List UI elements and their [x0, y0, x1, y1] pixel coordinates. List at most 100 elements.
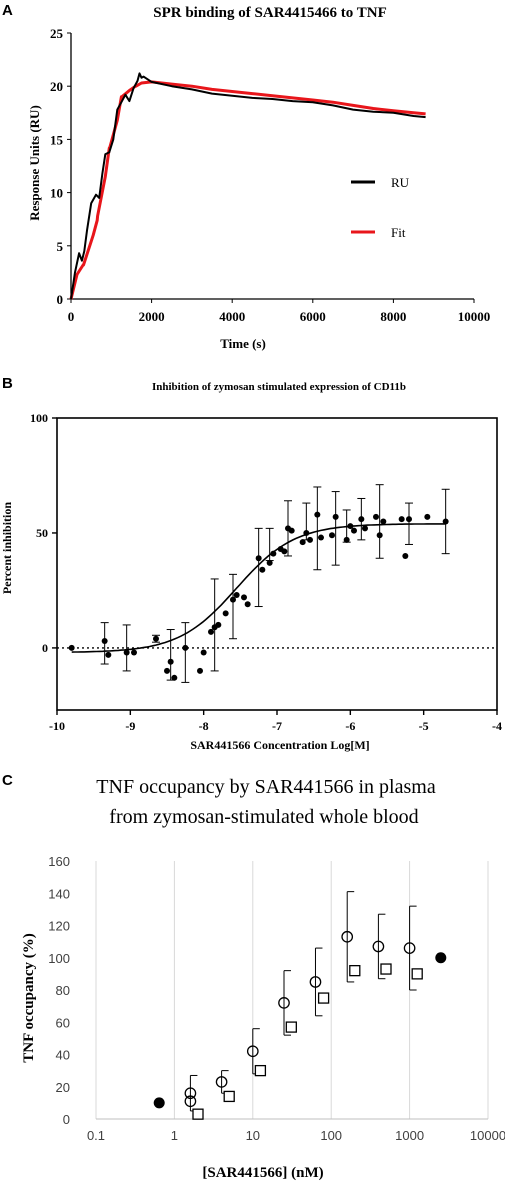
y-tick-label: 20: [50, 79, 63, 94]
x-tick-label: -4: [492, 719, 502, 733]
y-tick-label: 25: [50, 26, 64, 41]
chart-b-xlabel: SAR441566 Concentration Log[M]: [190, 738, 369, 752]
y-tick-label: 140: [48, 886, 70, 901]
data-point: [182, 644, 189, 651]
chart-a-xlabel: Time (s): [220, 336, 266, 351]
data-point: [244, 601, 251, 608]
circle-marker: [309, 976, 322, 988]
circle-marker: [278, 997, 290, 1009]
x-tick-label: 10: [246, 1128, 260, 1143]
data-point: [153, 635, 159, 642]
data-point: [358, 516, 365, 523]
x-tick-label: -9: [125, 719, 135, 733]
panel-letter-c: C: [2, 772, 13, 789]
y-tick-label: 15: [50, 132, 64, 147]
y-tick-label: 0: [57, 292, 64, 307]
data-point: [233, 592, 240, 599]
data-point: [318, 534, 324, 541]
x-tick-label: 4000: [219, 309, 245, 324]
x-tick-label: 0: [68, 309, 75, 324]
panel-c: C TNF occupancy by SAR441566 in plasma f…: [2, 772, 505, 1181]
data-point: [299, 539, 306, 546]
data-point: [255, 555, 262, 562]
y-tick-label: 20: [56, 1080, 70, 1095]
data-point: [303, 529, 310, 536]
chart-c-title-line1: TNF occupancy by SAR441566 in plasma: [96, 776, 436, 798]
chart-a-ticks: 0 2000 4000 6000 8000 10000 0 5 10 15 20 25: [50, 26, 490, 324]
data-point: [164, 667, 170, 674]
data-point: [200, 649, 207, 656]
data-point: [208, 628, 214, 635]
chart-a-legend: RU Fit: [351, 175, 410, 240]
data-point: [230, 596, 236, 603]
data-point: [398, 516, 405, 523]
data-point: [362, 525, 368, 532]
data-point: [259, 566, 266, 573]
panel-letter-b: B: [2, 375, 13, 392]
circle-marker: [372, 940, 385, 953]
chart-c-ylabel: TNF occupancy (%): [21, 933, 37, 1062]
legend-label-fit: Fit: [391, 225, 406, 240]
data-point: [307, 536, 313, 543]
x-tick-label: 10000: [470, 1128, 505, 1143]
x-tick-label: -7: [272, 719, 282, 733]
data-point: [68, 644, 75, 651]
chart-b-ylabel: Percent inhibition: [0, 502, 14, 594]
panel-b: B Inhibition of zymosan stimulated expre…: [0, 375, 502, 752]
data-point: [281, 548, 288, 555]
data-point: [373, 513, 379, 520]
chart-b-title: Inhibition of zymosan stimulated express…: [152, 381, 406, 393]
x-tick-label: -6: [345, 719, 355, 733]
square-marker: [192, 1108, 204, 1120]
data-point: [351, 527, 357, 534]
circle-marker: [184, 1087, 197, 1100]
x-tick-label: 2000: [139, 309, 165, 324]
data-point: [270, 550, 277, 557]
data-point: [171, 674, 178, 681]
circle-marker: [341, 930, 354, 943]
circle-marker: [246, 1045, 259, 1058]
y-tick-label: 80: [56, 983, 70, 998]
data-point: [241, 594, 247, 601]
circle-marker: [215, 1076, 228, 1088]
chart-b-frame: [56, 417, 498, 711]
circle-marker: [403, 942, 416, 954]
data-point: [131, 649, 137, 656]
filled-circle-marker: [435, 952, 447, 964]
x-tick-label: 0.1: [87, 1128, 105, 1143]
square-marker: [380, 963, 392, 975]
data-point: [442, 518, 449, 525]
x-tick-label: 1000: [395, 1128, 424, 1143]
fit-curve: [71, 523, 446, 653]
circle-marker: [184, 1095, 197, 1108]
data-point: [406, 516, 412, 523]
y-tick-label: 60: [56, 1015, 70, 1030]
panel-a: A SPR binding of SAR4415466 to TNF Time …: [2, 2, 490, 351]
filled-circle-marker: [153, 1097, 165, 1109]
square-marker: [285, 1021, 297, 1033]
y-tick-label: 100: [30, 411, 48, 425]
chart-c-xlabel: [SAR441566] (nM): [202, 1165, 323, 1181]
y-tick-label: 0: [42, 641, 48, 655]
data-point: [376, 532, 383, 539]
chart-c-series: [153, 891, 447, 1120]
chart-a-ylabel: Response Units (RU): [27, 105, 42, 221]
data-point: [343, 536, 350, 543]
y-tick-label: 5: [57, 239, 64, 254]
fit-line: [69, 80, 426, 300]
data-point: [123, 649, 130, 656]
chart-b-series: [57, 484, 497, 683]
square-marker: [223, 1090, 235, 1103]
panel-letter-a: A: [2, 2, 13, 19]
chart-c-title-line2: from zymosan-stimulated whole blood: [109, 806, 418, 828]
data-point: [424, 513, 431, 520]
x-tick-label: 1: [171, 1128, 178, 1143]
data-point: [215, 621, 222, 628]
data-point: [222, 610, 229, 617]
chart-a-series: [69, 72, 426, 300]
y-tick-label: 100: [48, 951, 70, 966]
square-marker: [411, 968, 423, 980]
data-point: [347, 523, 354, 530]
y-tick-label: 160: [48, 854, 70, 869]
